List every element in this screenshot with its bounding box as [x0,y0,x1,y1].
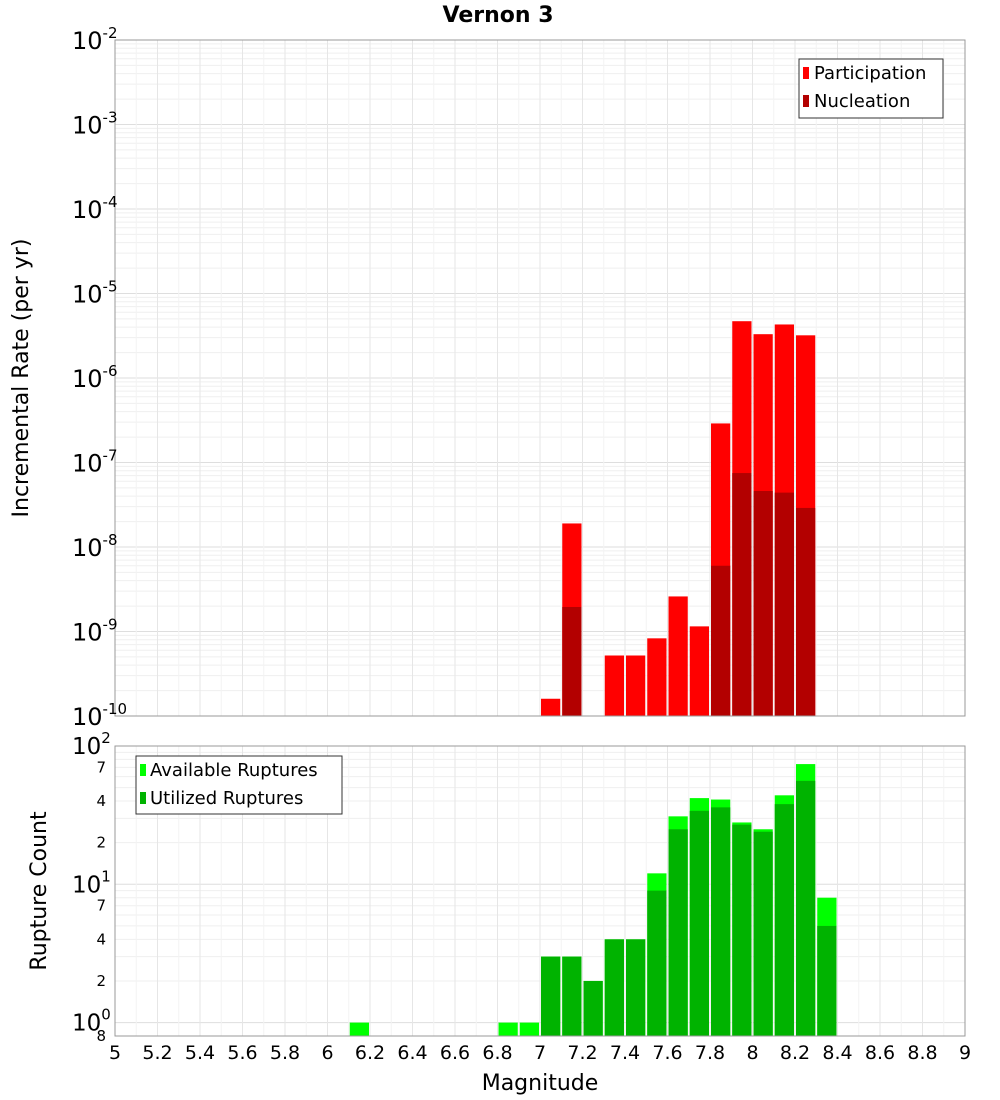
participation-bar [626,655,646,716]
rate-plot-frame [114,39,966,717]
rate-legend: Participation Nucleation [798,58,944,119]
available-ruptures-legend-label: Available Ruptures [150,760,318,781]
chart-title: Vernon 3 [443,3,554,28]
participation-legend-label: Participation [814,63,926,84]
nucleation-legend-label: Nucleation [814,91,910,112]
rate-bars [541,321,816,716]
count-legend: Available Ruptures Utilized Ruptures [135,755,343,815]
available-ruptures-legend-swatch [140,764,146,776]
participation-bar [689,626,709,716]
utilized-ruptures-bar [774,804,794,1036]
x-tick-label: 7.6 [652,1042,682,1064]
nucleation-legend-swatch [803,95,809,107]
count-bars [349,764,837,1036]
utilized-ruptures-bar [626,939,646,1036]
utilized-ruptures-bar [562,956,582,1036]
utilized-ruptures-bar [817,925,837,1036]
count-minor-tick-label: 2 [96,972,106,990]
x-tick-label: 7.8 [695,1042,725,1064]
count-y-tick-label: 100 [72,1006,111,1037]
count-minor-tick-label: 4 [96,930,106,948]
x-tick-label: 7 [534,1042,546,1064]
count-panel: 100 101 102 8 2 4 7 2 4 7 Rupture Count Availabl… [27,729,971,1096]
available-ruptures-bar [519,1022,539,1036]
x-tick-label: 5.6 [227,1042,257,1064]
count-minor-tick-label: 8 [96,1027,106,1045]
rate-y-tick-label: 10-7 [72,447,118,478]
rate-y-tick-label: 10-3 [72,109,118,140]
count-minor-tick-labels: 8 2 4 7 2 4 7 [96,758,106,1045]
nucleation-bar [774,492,794,716]
rate-panel: 10-10 10-9 10-8 10-7 10-6 10-5 10-4 10-3 10-2 In… [9,24,966,731]
count-plot-frame [114,745,966,1037]
nucleation-bar [732,473,752,716]
utilized-ruptures-bar [796,780,816,1036]
count-legend-box [135,755,343,815]
count-y-tick-label: 101 [72,867,111,898]
participation-legend-swatch [803,67,809,79]
x-tick-label: 8.6 [865,1042,895,1064]
rate-gridlines [114,40,966,717]
utilized-ruptures-bar [711,807,731,1036]
x-axis-label: Magnitude [482,1071,599,1096]
x-tick-label: 6 [321,1042,333,1064]
participation-bar [604,655,624,716]
rate-y-axis-label: Incremental Rate (per yr) [9,239,34,518]
rate-y-tick-label: 10-9 [72,616,118,647]
participation-bar [647,638,667,716]
utilized-ruptures-bar [604,939,624,1036]
rate-y-tick-label: 10-4 [72,193,118,224]
rate-y-tick-label: 10-8 [72,531,118,562]
participation-bar [668,596,688,716]
x-tick-label: 8 [746,1042,758,1064]
utilized-ruptures-bar [647,890,667,1036]
x-tick-label: 9 [959,1042,971,1064]
rate-legend-box [798,58,944,119]
nucleation-bar [562,606,582,716]
rate-y-tick-label: 10-2 [72,24,118,55]
available-ruptures-bar [349,1022,369,1036]
x-tick-label: 5.2 [142,1042,172,1064]
nucleation-bar [753,490,773,716]
count-y-tick-label: 102 [72,729,111,760]
x-tick-label: 7.2 [567,1042,597,1064]
utilized-ruptures-bar [689,810,709,1036]
count-y-axis-label: Rupture Count [27,811,52,971]
nucleation-bar [711,565,731,716]
rate-y-tick-label: 10-5 [72,278,118,309]
rate-y-tick-labels: 10-10 10-9 10-8 10-7 10-6 10-5 10-4 10-3 10-2 [72,24,127,731]
utilized-ruptures-bar [668,829,688,1036]
x-tick-label: 5 [109,1042,121,1064]
utilized-ruptures-bar [732,824,752,1036]
count-minor-tick-label: 2 [96,834,106,852]
utilized-ruptures-legend-swatch [140,792,146,804]
rate-y-tick-label: 10-10 [72,700,127,731]
x-tick-label: 5.4 [185,1042,215,1064]
utilized-ruptures-bar [753,831,773,1036]
utilized-ruptures-legend-label: Utilized Ruptures [150,788,303,809]
x-tick-label: 6.8 [482,1042,512,1064]
x-tick-labels: 5 5.2 5.4 5.6 5.8 6 6.2 6.4 6.6 6.8 7 7.2 7.4 7.6 7.8 8… [109,1042,971,1064]
utilized-ruptures-bar [541,956,561,1036]
participation-bar [541,698,561,716]
count-minor-tick-label: 7 [96,758,106,776]
nucleation-bar [796,507,816,716]
x-tick-label: 8.2 [780,1042,810,1064]
x-tick-label: 6.4 [397,1042,427,1064]
count-minor-tick-label: 4 [96,792,106,810]
rate-y-tick-label: 10-6 [72,362,118,393]
x-tick-label: 8.4 [822,1042,852,1064]
x-tick-label: 6.2 [355,1042,385,1064]
count-minor-tick-label: 7 [96,897,106,915]
x-tick-label: 8.8 [907,1042,937,1064]
x-tick-label: 5.8 [270,1042,300,1064]
utilized-ruptures-bar [583,980,603,1036]
x-tick-label: 6.6 [440,1042,470,1064]
count-y-tick-labels: 100 101 102 [72,729,111,1037]
x-tick-label: 7.4 [610,1042,640,1064]
available-ruptures-bar [498,1022,518,1036]
